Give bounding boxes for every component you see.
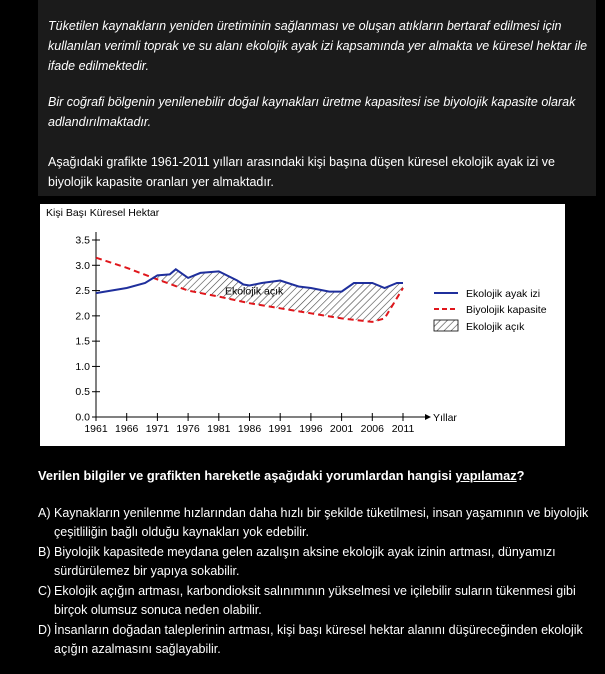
x-axis-arrow: [425, 414, 431, 420]
chart-svg: 0.0 0.5 1.0 1.5 2.0 2.5 3.0 3.5 1961 1966 1971 1976…: [46, 207, 547, 435]
option-letter: A): [38, 506, 51, 520]
deficit-annotation: Ekolojik açık: [225, 286, 284, 298]
y-tick-label: 1.0: [75, 361, 90, 373]
y-tick-label: 0.0: [75, 412, 90, 424]
x-tick-label: 1981: [207, 423, 231, 435]
x-tick-label: 1991: [269, 423, 293, 435]
question-prefix: Verilen bilgiler ve grafikten hareketle …: [38, 468, 456, 483]
x-tick-label: 1971: [146, 423, 170, 435]
y-tick-label: 3.0: [75, 260, 90, 272]
option-text: Ekolojik açığın artması, karbondioksit s…: [54, 584, 576, 617]
x-tick-label: 2011: [392, 423, 415, 435]
footprint-chart: 0.0 0.5 1.0 1.5 2.0 2.5 3.0 3.5 1961 1966 1971 1976…: [40, 204, 565, 446]
option-text: Kaynakların yenilenme hızlarından daha h…: [54, 506, 589, 539]
x-tick-label: 1986: [238, 423, 262, 435]
y-tick-label: 0.5: [75, 386, 90, 398]
x-tick-label: 1966: [115, 423, 139, 435]
x-tick-label: 1961: [84, 423, 108, 435]
footprint-line: [95, 268, 403, 295]
option-a[interactable]: A) Kaynakların yenilenme hızlarından daha…: [38, 504, 598, 542]
info-panel: [38, 0, 596, 196]
option-letter: C): [38, 584, 52, 598]
legend-swatch-deficit: [433, 319, 459, 332]
option-letter: B): [38, 545, 51, 559]
option-c[interactable]: C) Ekolojik açığın artması, karbondioksit…: [38, 582, 598, 620]
y-tick-label: 2.5: [75, 285, 90, 297]
x-tick-label: 1976: [176, 423, 200, 435]
option-letter: D): [38, 623, 52, 637]
y-tick-label: 1.5: [75, 336, 90, 348]
option-b[interactable]: B) Biyolojik kapasitede meydana gelen aza…: [38, 543, 598, 581]
chart-intro: Aşağıdaki grafikte 1961-2011 yılları ara…: [48, 155, 555, 189]
legend-label: Ekolojik ayak izi: [466, 288, 540, 300]
paragraph-biocapacity: Bir coğrafi bölgenin yenilenebilir doğal…: [48, 95, 576, 129]
answer-options: A) Kaynakların yenilenme hızlarından daha…: [38, 504, 598, 660]
y-axis-label: Kişi Başı Küresel Hektar: [46, 207, 160, 219]
option-d[interactable]: D) İnsanların doğadan taleplerinin artmas…: [38, 621, 598, 659]
question-emphasis: yapılamaz: [455, 468, 517, 483]
option-text: İnsanların doğadan taleplerinin artması,…: [54, 623, 583, 656]
x-tick-label: 1996: [299, 423, 323, 435]
ecological-deficit-area: [145, 269, 403, 322]
option-text: Biyolojik kapasitede meydana gelen azalı…: [54, 545, 556, 578]
x-tick-label: 2006: [361, 423, 385, 435]
x-tick-label: 2001: [330, 423, 354, 435]
x-axis-label: Yıllar: [433, 412, 457, 424]
question-suffix: ?: [516, 468, 525, 483]
legend-label: Ekolojik açık: [466, 321, 525, 333]
question-text: Verilen bilgiler ve grafikten hareketle …: [38, 468, 598, 483]
legend-label: Biyolojik kapasite: [466, 304, 547, 316]
y-tick-label: 3.5: [75, 235, 90, 247]
paragraph-ecological-footprint: Tüketilen kaynakların yeniden üretiminin…: [48, 19, 588, 73]
y-tick-label: 2.0: [75, 310, 90, 322]
